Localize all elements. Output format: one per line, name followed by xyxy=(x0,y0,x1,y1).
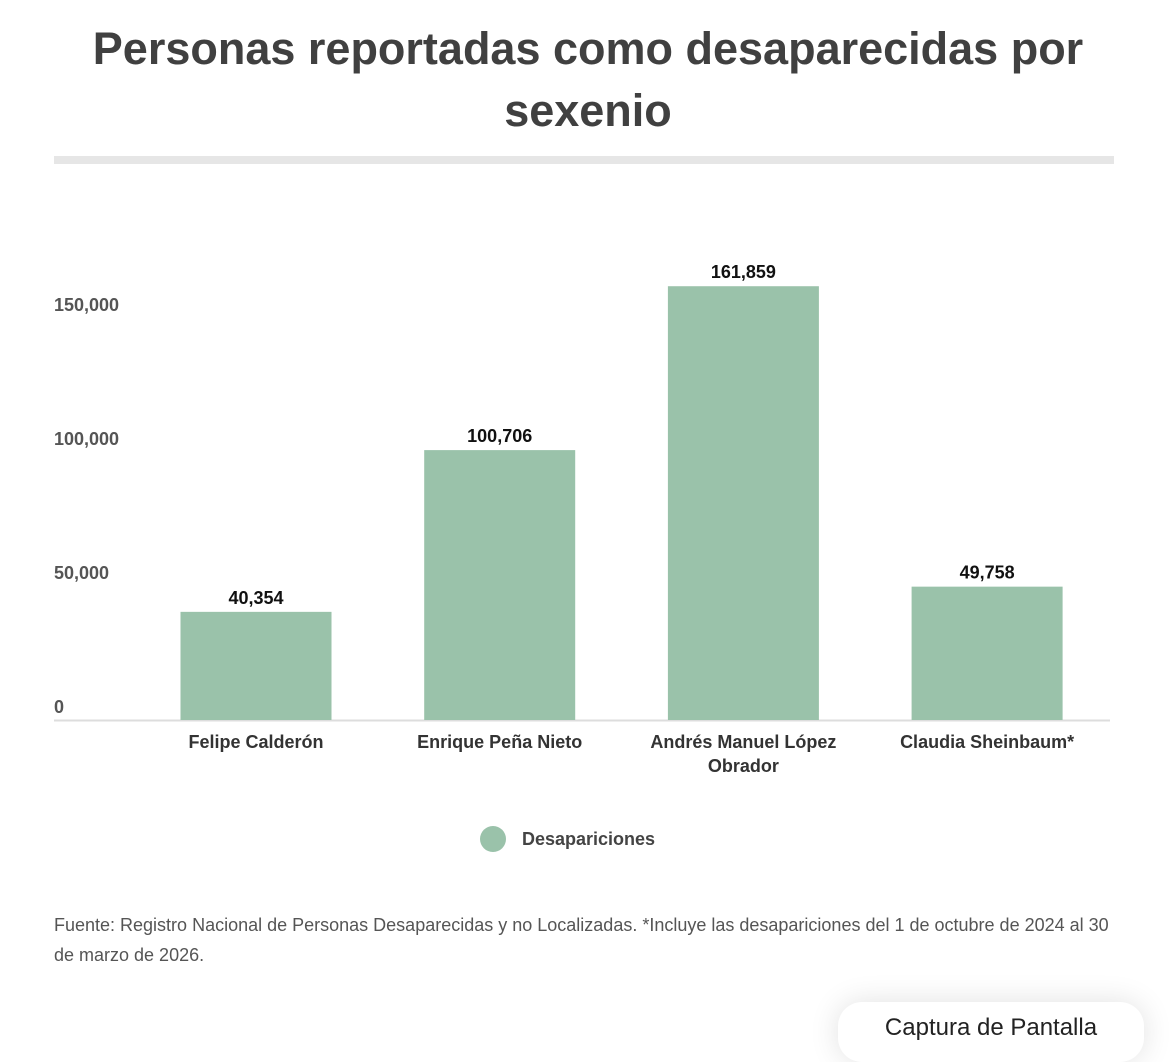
x-tick-label: Obrador xyxy=(708,756,779,776)
chart-title: Personas reportadas como desaparecidas p… xyxy=(92,23,1084,136)
legend-swatch xyxy=(480,826,506,852)
bar-3 xyxy=(911,586,1063,720)
y-tick-label: 50,000 xyxy=(54,563,109,583)
x-tick-label: Andrés Manuel López xyxy=(650,732,836,752)
legend: Desapariciones xyxy=(480,826,655,852)
legend-label: Desapariciones xyxy=(522,828,656,849)
source-note: Fuente: Registro Nacional de Personas De… xyxy=(54,915,1109,965)
bar-2 xyxy=(667,286,819,720)
x-tick-label: Claudia Sheinbaum* xyxy=(900,732,1074,752)
bar-chart: 0 50,000 100,000 150,000 40,354 Felipe Calder… xyxy=(54,262,1110,776)
value-label: 49,758 xyxy=(960,563,1015,583)
y-tick-label: 150,000 xyxy=(54,295,119,315)
value-label: 100,706 xyxy=(467,426,532,446)
screenshot-popup-button[interactable]: Captura de Pantalla xyxy=(838,1002,1144,1062)
title-divider xyxy=(54,156,1114,164)
y-tick-label: 0 xyxy=(54,697,64,717)
bar-1 xyxy=(424,450,576,720)
x-tick-label: Felipe Calderón xyxy=(188,732,323,752)
bar-0 xyxy=(180,611,332,720)
value-label: 40,354 xyxy=(228,588,283,608)
y-tick-label: 100,000 xyxy=(54,429,119,449)
x-tick-label: Enrique Peña Nieto xyxy=(417,732,582,752)
value-label: 161,859 xyxy=(711,262,776,282)
